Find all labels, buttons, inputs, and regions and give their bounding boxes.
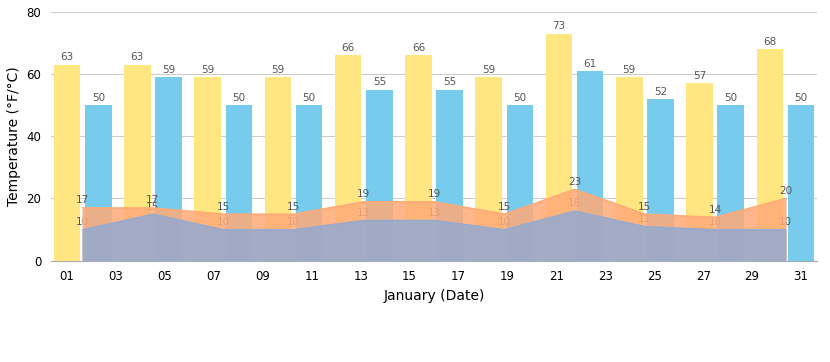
Bar	[788, 105, 814, 261]
Text: 11: 11	[638, 214, 652, 224]
Bar	[506, 105, 533, 261]
Text: 68: 68	[763, 37, 776, 47]
Bar	[155, 77, 182, 261]
Text: 10: 10	[76, 217, 89, 227]
Y-axis label: Temperature (°F/°C): Temperature (°F/°C)	[7, 66, 21, 206]
Text: 19: 19	[427, 189, 441, 199]
Text: 15: 15	[638, 202, 652, 211]
Bar	[295, 105, 322, 261]
Text: 63: 63	[130, 52, 144, 62]
Bar	[334, 55, 361, 261]
Text: 59: 59	[162, 65, 175, 75]
Text: 66: 66	[412, 43, 425, 53]
Text: 10: 10	[498, 217, 511, 227]
Text: 57: 57	[693, 71, 706, 81]
Bar	[686, 84, 713, 261]
Text: 23: 23	[568, 177, 581, 187]
Bar	[226, 105, 252, 261]
Text: 59: 59	[271, 65, 285, 75]
Text: 10: 10	[709, 217, 722, 227]
Bar	[124, 65, 150, 261]
Text: 52: 52	[654, 87, 667, 97]
Text: 66: 66	[341, 43, 354, 53]
Text: 17: 17	[76, 195, 90, 205]
Text: 59: 59	[482, 65, 496, 75]
Text: 19: 19	[357, 189, 370, 199]
Bar	[194, 77, 221, 261]
Text: 61: 61	[583, 59, 597, 68]
Text: 10: 10	[287, 217, 300, 227]
Bar	[577, 71, 603, 261]
Text: 15: 15	[287, 202, 300, 211]
Text: 50: 50	[794, 93, 808, 103]
Text: 13: 13	[427, 208, 441, 218]
Text: 50: 50	[232, 93, 246, 103]
Bar	[54, 65, 81, 261]
Text: 59: 59	[201, 65, 214, 75]
Text: 73: 73	[552, 21, 565, 31]
Bar	[717, 105, 744, 261]
Text: 13: 13	[357, 208, 370, 218]
Text: 10: 10	[217, 217, 230, 227]
Text: 50: 50	[302, 93, 315, 103]
Bar	[366, 90, 393, 261]
Bar	[647, 99, 674, 261]
Text: 50: 50	[91, 93, 105, 103]
Text: 50: 50	[514, 93, 526, 103]
Bar	[545, 34, 572, 261]
Text: 17: 17	[146, 195, 159, 205]
Bar	[265, 77, 291, 261]
Text: 15: 15	[498, 202, 511, 211]
Text: 16: 16	[568, 198, 581, 209]
Bar	[756, 49, 783, 261]
Text: 59: 59	[622, 65, 636, 75]
Text: 55: 55	[443, 77, 457, 87]
Bar	[85, 105, 111, 261]
Text: 63: 63	[61, 52, 74, 62]
Text: 10: 10	[779, 217, 792, 227]
Text: 20: 20	[779, 186, 792, 196]
Text: 15: 15	[146, 202, 159, 211]
Text: 14: 14	[709, 205, 722, 215]
Bar	[616, 77, 642, 261]
Text: 15: 15	[217, 202, 230, 211]
X-axis label: January (Date): January (Date)	[383, 289, 485, 303]
Text: 55: 55	[373, 77, 386, 87]
Bar	[437, 90, 463, 261]
Text: 50: 50	[725, 93, 737, 103]
Bar	[476, 77, 502, 261]
Bar	[405, 55, 432, 261]
